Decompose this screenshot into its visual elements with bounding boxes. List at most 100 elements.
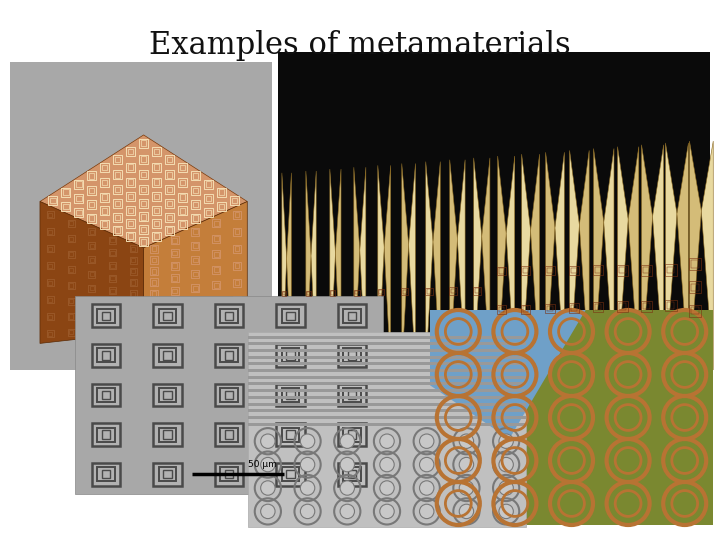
Bar [171,300,179,308]
Bar [131,325,135,329]
Bar [89,271,95,278]
Bar [128,233,133,239]
Polygon shape [354,167,360,370]
Bar [595,304,601,310]
Bar [220,348,238,362]
Bar [128,179,133,185]
Bar [451,289,456,293]
Bar [139,212,148,221]
Circle shape [340,504,354,518]
Circle shape [300,457,315,472]
Bar [150,323,158,332]
Bar [193,244,198,248]
Circle shape [420,504,434,518]
Bar [152,269,156,274]
Bar [547,306,553,311]
Bar [343,428,361,442]
Bar [276,344,305,367]
Bar [126,232,135,240]
Bar [220,428,238,442]
Bar [130,290,137,297]
Bar [276,383,305,407]
Bar [343,348,361,362]
Bar [215,423,243,446]
Polygon shape [474,158,482,370]
Bar [233,313,241,321]
Bar [348,470,356,478]
Bar [287,430,295,439]
Bar [139,199,148,208]
Bar [172,288,177,293]
Bar [61,188,71,197]
Bar [343,309,361,323]
Bar [521,305,530,314]
Bar [449,287,457,295]
Bar [172,314,177,319]
Bar [338,463,366,485]
Bar [217,202,226,211]
Bar [172,263,177,268]
Polygon shape [378,165,384,370]
Bar [233,262,241,269]
Bar [354,289,359,295]
Bar [61,202,71,211]
Bar [235,212,239,217]
Polygon shape [580,151,589,370]
Bar [102,221,107,227]
Bar [141,239,146,245]
Bar [68,266,75,273]
Bar [90,230,94,234]
Bar [282,348,300,362]
Bar [48,230,53,234]
Bar [139,170,148,179]
Bar [131,247,135,251]
Bar [126,178,135,187]
Bar [571,268,577,273]
Bar [109,262,116,269]
Circle shape [261,457,275,472]
Bar [570,303,579,313]
Bar [204,194,213,203]
Bar [50,198,55,203]
Polygon shape [40,201,143,343]
Bar [128,164,133,170]
Bar [248,336,526,339]
Bar [212,251,220,258]
Bar [115,227,120,233]
Polygon shape [618,147,628,370]
Bar [167,187,172,192]
Bar [48,247,53,251]
Bar [276,423,305,446]
Bar [233,228,241,235]
Polygon shape [506,156,515,370]
Bar [593,302,603,312]
Bar [193,328,198,333]
Bar [109,326,116,333]
Polygon shape [384,165,391,370]
Bar [47,279,54,286]
Bar [47,211,54,218]
Bar [172,301,177,306]
Bar [248,423,526,426]
Bar [287,351,295,360]
Bar [570,266,579,275]
Bar [178,178,187,187]
Bar [619,303,626,310]
Bar [153,344,181,367]
Bar [235,264,239,268]
Bar [287,312,295,320]
Bar [87,186,96,195]
Bar [158,348,176,362]
Bar [68,220,75,227]
Bar [220,467,238,481]
Bar [113,171,122,179]
Bar [89,215,94,221]
Bar [153,463,181,485]
Bar [113,213,122,222]
Bar [97,467,114,481]
Bar [91,463,120,485]
Circle shape [499,457,513,472]
Bar [180,221,185,227]
Circle shape [459,434,474,448]
Bar [498,267,506,275]
